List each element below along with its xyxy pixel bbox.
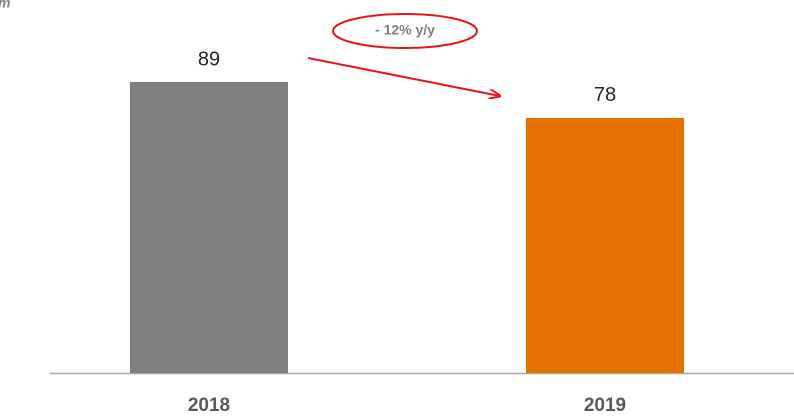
unit-label: m	[0, 0, 10, 11]
bar	[130, 82, 288, 373]
value-label: 78	[594, 84, 616, 106]
bar	[526, 117, 684, 373]
value-label: 89	[198, 48, 220, 70]
annotation: - 12% y/y	[375, 22, 435, 38]
annotation-ellipse	[332, 13, 478, 49]
x-tick-label: 2018	[188, 395, 230, 416]
annotation-arrow	[307, 57, 500, 96]
x-tick-label: 2019	[584, 395, 626, 416]
